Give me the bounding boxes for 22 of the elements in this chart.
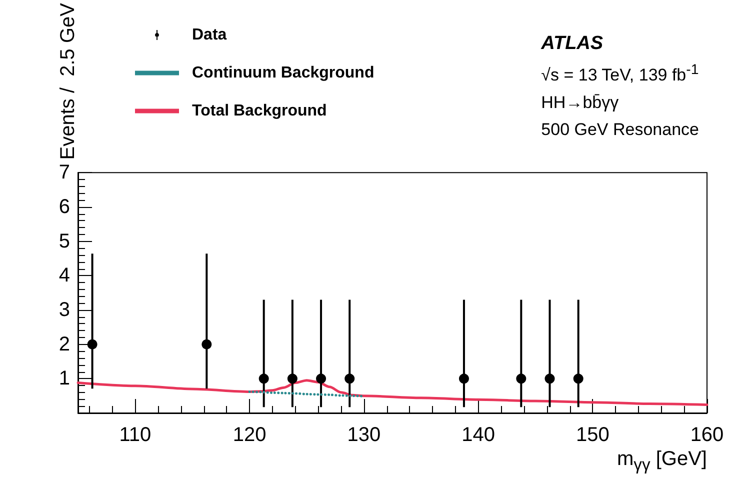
y-tick-label: 5 [58,230,70,252]
x-tick-label: 120 [232,424,266,446]
y-tick-label: 2 [58,333,70,356]
x-tick-label: 130 [347,424,381,446]
x-tick-label: 110 [119,424,152,446]
legend-label: Total Background [192,102,327,120]
x-tick-label: 140 [462,424,495,446]
x-tick-label: 150 [576,424,610,446]
legend-label: Continuum Background [192,64,374,82]
y-axis-title: Events / 2.5 GeV [57,2,79,160]
x-tick-label: 160 [690,424,724,446]
text: HH→bb̄γγ [541,92,620,114]
y-tick-label: 6 [58,196,70,218]
y-tick-label: 4 [58,264,70,287]
legend-label: Data [192,26,227,44]
text: √s = 13 TeV, 139 fb$^{-1}$ [541,61,699,87]
y-tick-label: 1 [58,368,70,390]
text: ATLAS [541,32,604,56]
y-tick-label: 7 [58,162,70,184]
x-axis-title: m$_{γγ}$ [GeV] [616,448,707,475]
text: 500 GeV Resonance [541,118,699,141]
y-tick-label: 3 [58,298,70,321]
